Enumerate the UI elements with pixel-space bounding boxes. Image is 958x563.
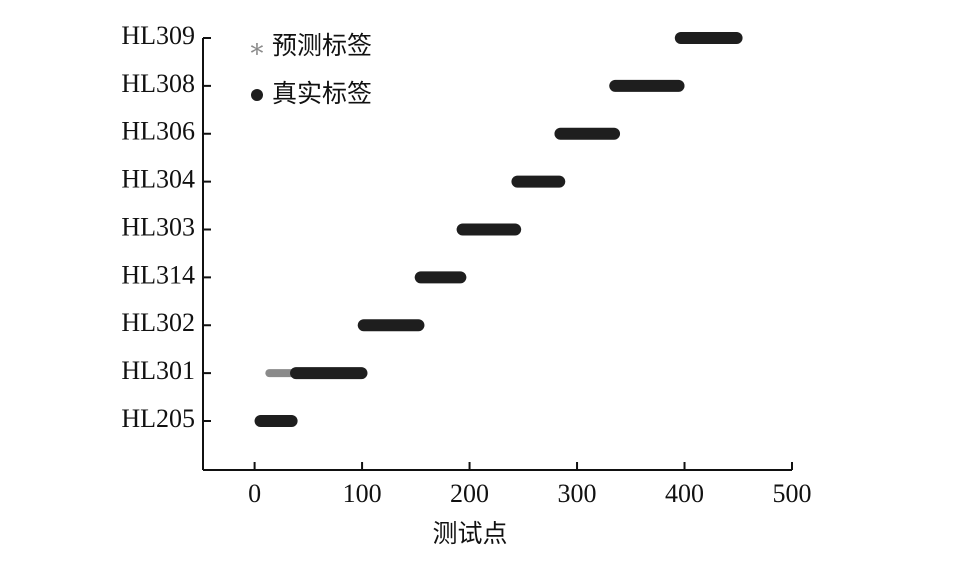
y-tick-label: HL302 [121, 308, 195, 337]
x-tick-label: 400 [665, 479, 704, 508]
x-axis-label: 测试点 [432, 519, 507, 548]
legend-label: 预测标签 [272, 31, 372, 60]
true-label-range [511, 175, 566, 188]
x-tick-label: 300 [558, 479, 597, 508]
true-label-range [357, 319, 425, 332]
true-label-range [456, 223, 522, 236]
y-tick-label: HL303 [121, 212, 195, 241]
true-label-range [254, 415, 298, 427]
true-label-range [554, 127, 621, 140]
true-label-range [674, 32, 743, 44]
y-tick-label: HL306 [121, 117, 195, 146]
true-label-range [609, 79, 685, 92]
legend-label: 真实标签 [272, 79, 372, 108]
legend-marker: ∗ [248, 34, 266, 63]
y-tick-label: HL308 [121, 69, 195, 98]
x-tick-label: 500 [773, 479, 812, 508]
y-tick-label: HL314 [121, 260, 195, 289]
true-label-range [414, 271, 467, 284]
y-tick-label: HL205 [121, 404, 195, 433]
y-tick-label: HL301 [121, 356, 195, 385]
y-tick-label: HL304 [121, 165, 195, 194]
x-tick-label: 200 [450, 479, 489, 508]
x-tick-label: 100 [343, 479, 382, 508]
legend-marker [251, 89, 263, 101]
true-label-range [290, 367, 368, 380]
y-tick-label: HL309 [121, 21, 195, 50]
x-tick-label: 0 [248, 479, 261, 508]
